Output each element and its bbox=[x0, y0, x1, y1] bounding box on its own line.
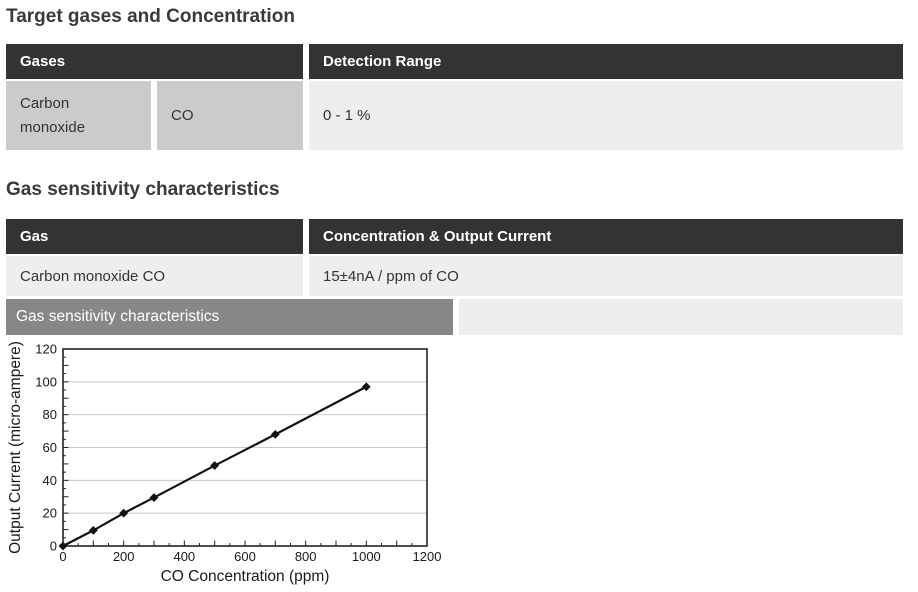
x-tick-label: 400 bbox=[173, 549, 195, 564]
y-tick-label: 80 bbox=[43, 407, 57, 422]
x-axis-label: CO Concentration (ppm) bbox=[161, 568, 330, 585]
y-tick-label: 40 bbox=[43, 473, 57, 488]
x-tick-label: 600 bbox=[234, 549, 256, 564]
section-title-gas-sensitivity: Gas sensitivity characteristics bbox=[6, 179, 280, 200]
x-tick-label: 800 bbox=[295, 549, 317, 564]
chart-banner-filler bbox=[459, 299, 903, 335]
cell-gas-name: Carbon monoxide bbox=[6, 81, 151, 150]
data-point-marker bbox=[58, 541, 68, 551]
y-axis-label: Output Current (micro-ampere) bbox=[7, 341, 24, 554]
column-header-detection-range: Detection Range bbox=[309, 44, 903, 79]
data-point-marker bbox=[88, 526, 98, 535]
x-tick-label: 0 bbox=[59, 549, 66, 564]
x-tick-label: 1200 bbox=[413, 549, 442, 564]
cell-gas-formula: CO bbox=[157, 81, 303, 150]
data-point-marker bbox=[119, 508, 129, 518]
column-header-gases: Gases bbox=[6, 44, 303, 79]
chart-container: 0 200 400 600 800 1000 1200 0 20 40 60 80 100 120 CO C… bbox=[6, 340, 918, 592]
column-header-gas: Gas bbox=[6, 219, 303, 254]
cell-sensitivity-output: 15±4nA / ppm of CO bbox=[309, 256, 903, 296]
chart-banner-label: Gas sensitivity characteristics bbox=[6, 299, 453, 335]
data-point-marker bbox=[210, 461, 220, 470]
cell-detection-range: 0 - 1 % bbox=[309, 81, 903, 150]
y-tick-label: 0 bbox=[50, 539, 57, 554]
datasheet-page: Target gases and Concentration Gases Det… bbox=[6, 6, 918, 592]
section-title-target-gases: Target gases and Concentration bbox=[6, 6, 295, 27]
x-tick-label: 200 bbox=[113, 549, 135, 564]
data-point-marker bbox=[361, 382, 371, 392]
y-tick-label: 60 bbox=[43, 440, 57, 455]
y-tick-label: 120 bbox=[35, 342, 57, 357]
y-tick-label: 20 bbox=[43, 506, 57, 521]
sensitivity-chart: 0 200 400 600 800 1000 1200 0 20 40 60 80 100 120 CO C… bbox=[7, 341, 442, 585]
column-header-concentration-output: Concentration & Output Current bbox=[309, 219, 903, 254]
chart-banner-row: Gas sensitivity characteristics bbox=[6, 299, 903, 335]
gas-sensitivity-table: Gas Concentration & Output Current Carbo… bbox=[6, 219, 903, 296]
target-gases-table: Gases Detection Range Carbon monoxide CO… bbox=[6, 44, 903, 150]
x-tick-label: 1000 bbox=[352, 549, 381, 564]
y-tick-label: 100 bbox=[35, 374, 57, 389]
data-point-marker bbox=[270, 429, 280, 439]
cell-sensitivity-gas: Carbon monoxide CO bbox=[6, 256, 303, 296]
data-point-marker bbox=[149, 493, 159, 502]
